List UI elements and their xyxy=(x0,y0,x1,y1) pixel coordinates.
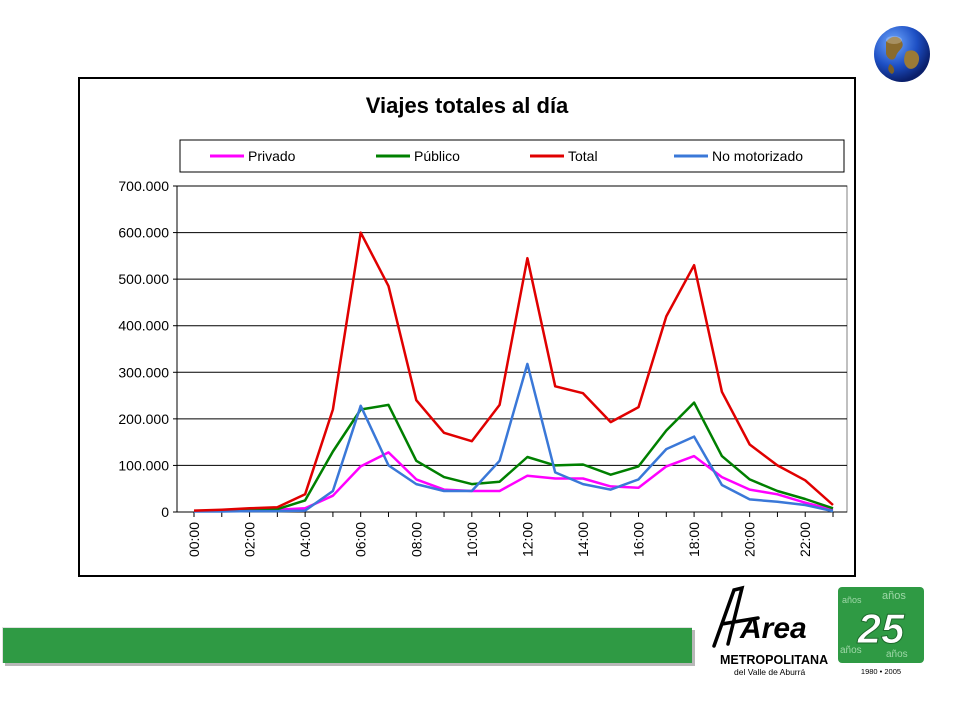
anos-pattern-1: años xyxy=(842,595,862,605)
globe-icon xyxy=(874,26,930,82)
anos-pattern-2: años xyxy=(882,590,906,602)
y-tick-label: 500.000 xyxy=(118,271,169,287)
area-logo-swoosh xyxy=(712,585,760,648)
y-tick-label: 600.000 xyxy=(118,225,169,241)
metropolitana-text: METROPOLITANA xyxy=(720,653,828,667)
x-tick-label: 00:00 xyxy=(186,522,202,557)
legend-label: Privado xyxy=(248,148,296,164)
series-lines xyxy=(193,231,834,513)
legend: Privado Público Total No motorizado xyxy=(210,148,803,164)
series-line-privado xyxy=(193,451,834,513)
legend-box xyxy=(179,139,845,173)
x-tick-label: 16:00 xyxy=(631,522,647,557)
series-line-no-motorizado xyxy=(194,362,834,513)
x-tick-label: 18:00 xyxy=(686,522,702,557)
legend-label: Público xyxy=(414,148,460,164)
y-tick-label: 0 xyxy=(161,504,169,520)
x-axis: 00:00 02:00 04:00 06:00 08:00 10:00 12:00 14:00… xyxy=(177,511,847,557)
x-tick-label: 12:00 xyxy=(519,522,535,557)
series-line-público xyxy=(193,401,834,513)
valle-text: del Valle de Aburrá xyxy=(734,667,805,677)
x-tick-label: 14:00 xyxy=(575,522,591,557)
y-tick-label: 300.000 xyxy=(118,364,169,380)
plot-area xyxy=(176,185,848,513)
y-tick-label: 100.000 xyxy=(118,457,169,473)
anos-pattern-3: años xyxy=(840,645,862,656)
chart-frame: Viajes totales al día Privado Público Tota… xyxy=(78,77,856,577)
x-tick-label: 08:00 xyxy=(408,522,424,557)
chart-svg: Viajes totales al día Privado Público Tota… xyxy=(118,93,848,557)
chart-title: Viajes totales al día xyxy=(366,93,569,118)
anniversary-number: 25 xyxy=(857,605,905,652)
x-tick-label: 10:00 xyxy=(464,522,480,557)
anos-pattern-4: años xyxy=(886,649,908,660)
y-tick-label: 700.000 xyxy=(118,178,169,194)
area-metropolitana-logo: Area METROPOLITANA del Valle de Aburrá xyxy=(712,585,828,677)
x-tick-label: 02:00 xyxy=(242,522,258,557)
x-tick-label: 22:00 xyxy=(797,522,813,557)
x-tick-label: 04:00 xyxy=(297,522,313,557)
x-tick-label: 20:00 xyxy=(742,522,758,557)
legend-label: No motorizado xyxy=(712,148,803,164)
y-tick-label: 400.000 xyxy=(118,318,169,334)
y-axis: 0 100.000 200.000 300.000 400.000 500.000 600.… xyxy=(118,178,178,520)
years-range-text: 1980 • 2005 xyxy=(861,667,901,676)
x-tick-label: 06:00 xyxy=(353,522,369,557)
series-line-total xyxy=(193,231,834,512)
y-tick-label: 200.000 xyxy=(118,411,169,427)
anniversary-25-logo: años años años años 25 1980 • 2005 xyxy=(838,587,924,677)
bottom-green-bar xyxy=(2,627,692,663)
area-logo-word: Area xyxy=(739,612,807,645)
legend-label: Total xyxy=(568,148,598,164)
